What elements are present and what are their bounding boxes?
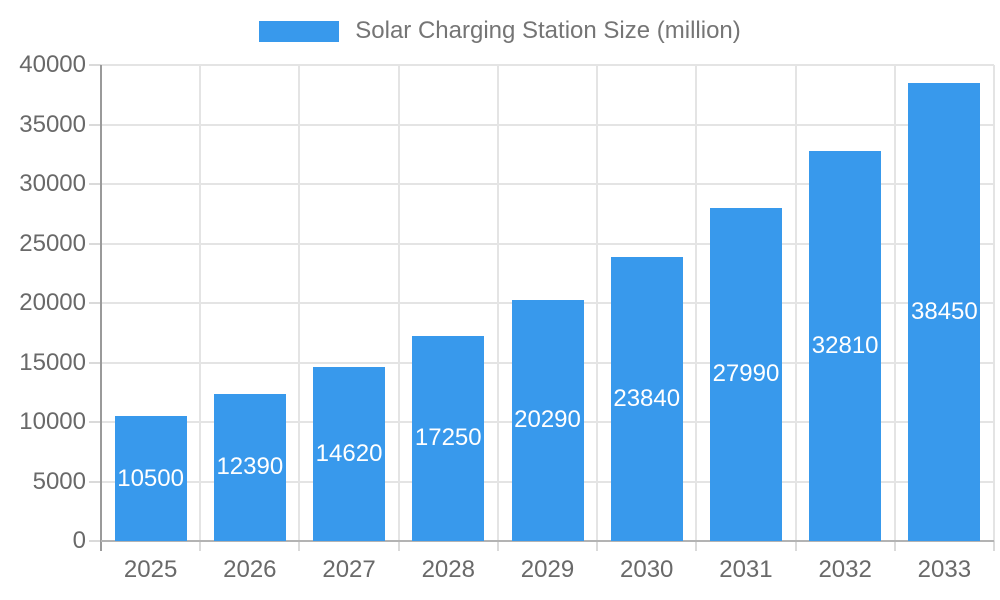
y-axis-tick-label: 20000	[19, 289, 86, 316]
x-axis-tick	[794, 541, 797, 551]
x-axis-tick	[298, 541, 301, 551]
bar-2025[interactable]: 10500	[114, 416, 187, 541]
x-axis-tick-label: 2029	[520, 556, 575, 583]
y-axis-tick	[89, 123, 101, 126]
x-axis-tick	[199, 541, 202, 551]
bar-2031[interactable]: 27990	[709, 207, 782, 541]
legend-label: Solar Charging Station Size (million)	[355, 17, 741, 44]
x-axis-tick-label: 2028	[421, 556, 475, 583]
bar-2030[interactable]: 23840	[610, 257, 683, 541]
gridline-horizontal	[101, 64, 994, 66]
bar-value-label: 20290	[514, 406, 581, 434]
x-axis-tick-label: 2030	[620, 556, 674, 583]
bar-2029[interactable]: 20290	[511, 299, 584, 541]
bar-2027[interactable]: 14620	[313, 367, 386, 541]
y-axis-tick	[89, 421, 101, 423]
x-axis-tick-label: 2031	[719, 556, 773, 583]
x-axis-tick	[893, 541, 896, 551]
y-axis-tick-label: 25000	[19, 229, 86, 257]
x-axis-tick	[695, 541, 698, 551]
gridline-vertical	[794, 65, 797, 541]
x-axis-tick	[993, 541, 995, 551]
bar-2032[interactable]: 32810	[809, 150, 882, 541]
y-axis-tick	[89, 540, 101, 542]
gridline-vertical	[397, 65, 400, 541]
bar-2026[interactable]: 12390	[213, 393, 286, 541]
bar-2033[interactable]: 38450	[908, 83, 981, 541]
bar-value-label: 12390	[216, 453, 284, 481]
y-axis-tick-label: 10000	[19, 408, 86, 435]
gridline-vertical	[695, 65, 698, 541]
gridline-vertical	[993, 65, 995, 541]
y-axis-tick	[89, 242, 101, 245]
bar-value-label: 38450	[911, 298, 978, 326]
y-axis-tick	[89, 361, 101, 364]
gridline-vertical	[298, 65, 301, 541]
gridline-horizontal	[101, 242, 994, 245]
x-axis-tick	[397, 541, 400, 551]
legend-swatch-icon	[259, 20, 340, 42]
gridline-vertical	[596, 65, 599, 541]
bar-value-label: 23840	[613, 385, 681, 413]
y-axis-tick	[89, 302, 101, 304]
y-axis-tick	[89, 183, 101, 185]
y-axis-tick-label: 40000	[19, 51, 86, 78]
y-axis-line	[100, 65, 102, 551]
legend-item[interactable]: Solar Charging Station Size (million)	[0, 17, 1000, 45]
x-axis-tick-label: 2026	[223, 556, 277, 583]
y-axis-tick-label: 35000	[19, 110, 86, 138]
bar-value-label: 17250	[414, 424, 482, 452]
gridline-vertical	[893, 65, 896, 541]
y-axis-tick-label: 15000	[19, 348, 86, 376]
gridline-vertical	[199, 65, 202, 541]
y-axis-tick-label: 5000	[32, 467, 86, 495]
bar-value-label: 32810	[811, 331, 879, 359]
x-axis-tick-label: 2032	[818, 556, 872, 583]
bar-2028[interactable]: 17250	[412, 335, 485, 541]
gridline-vertical	[496, 65, 499, 541]
x-axis-tick-label: 2027	[322, 556, 376, 583]
y-axis-tick-label: 30000	[19, 170, 86, 197]
bar-value-label: 27990	[712, 360, 780, 388]
x-axis-tick-label: 2025	[123, 556, 178, 583]
x-axis-tick-label: 2033	[917, 556, 972, 583]
y-axis-tick	[89, 64, 101, 66]
bar-value-label: 10500	[117, 464, 184, 492]
bar-value-label: 14620	[315, 440, 383, 467]
y-axis-tick-label: 0	[72, 527, 86, 554]
x-axis-tick	[496, 541, 499, 551]
gridline-horizontal	[101, 123, 994, 126]
y-axis-tick	[89, 480, 101, 483]
gridline-horizontal	[101, 183, 994, 185]
x-axis-line	[101, 540, 994, 542]
x-axis-tick	[596, 541, 599, 551]
